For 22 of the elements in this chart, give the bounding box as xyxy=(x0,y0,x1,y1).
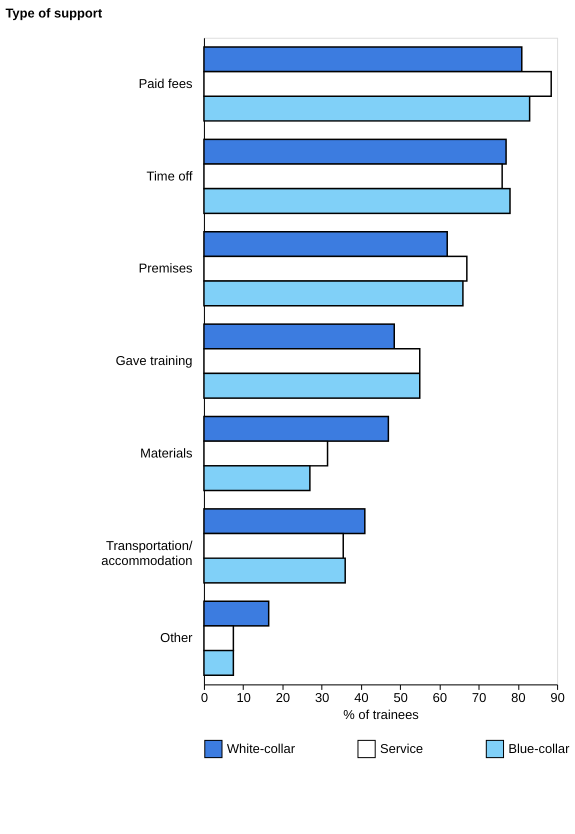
x-tick-label: 70 xyxy=(472,690,486,705)
y-tick-label: Transportation/ accommodation xyxy=(101,538,193,568)
x-tick-label: 50 xyxy=(393,690,408,705)
y-tick-label: Gave training xyxy=(116,353,192,368)
legend-label: Blue-collar xyxy=(508,740,570,756)
y-axis-title: Type of support xyxy=(5,5,103,20)
x-tick-label: 90 xyxy=(550,690,565,705)
y-tick-label: Paid fees xyxy=(138,76,192,91)
x-tick-label: 30 xyxy=(314,690,330,705)
y-tick-label: Premises xyxy=(138,260,192,276)
x-axis-title: % of trainees xyxy=(343,706,419,722)
x-tick-label: 40 xyxy=(354,690,369,705)
x-tick-label: 0 xyxy=(200,690,208,705)
x-tick-label: 60 xyxy=(432,690,448,705)
x-tick-label: 20 xyxy=(276,690,290,705)
x-tick-label: 10 xyxy=(236,690,251,705)
legend-label: Service xyxy=(380,740,424,756)
y-tick-label: Time off xyxy=(146,168,193,184)
y-tick-label: Materials xyxy=(140,445,192,460)
x-tick-label: 80 xyxy=(511,690,526,705)
legend-label: White-collar xyxy=(226,740,296,756)
y-tick-label: Other xyxy=(160,630,194,646)
